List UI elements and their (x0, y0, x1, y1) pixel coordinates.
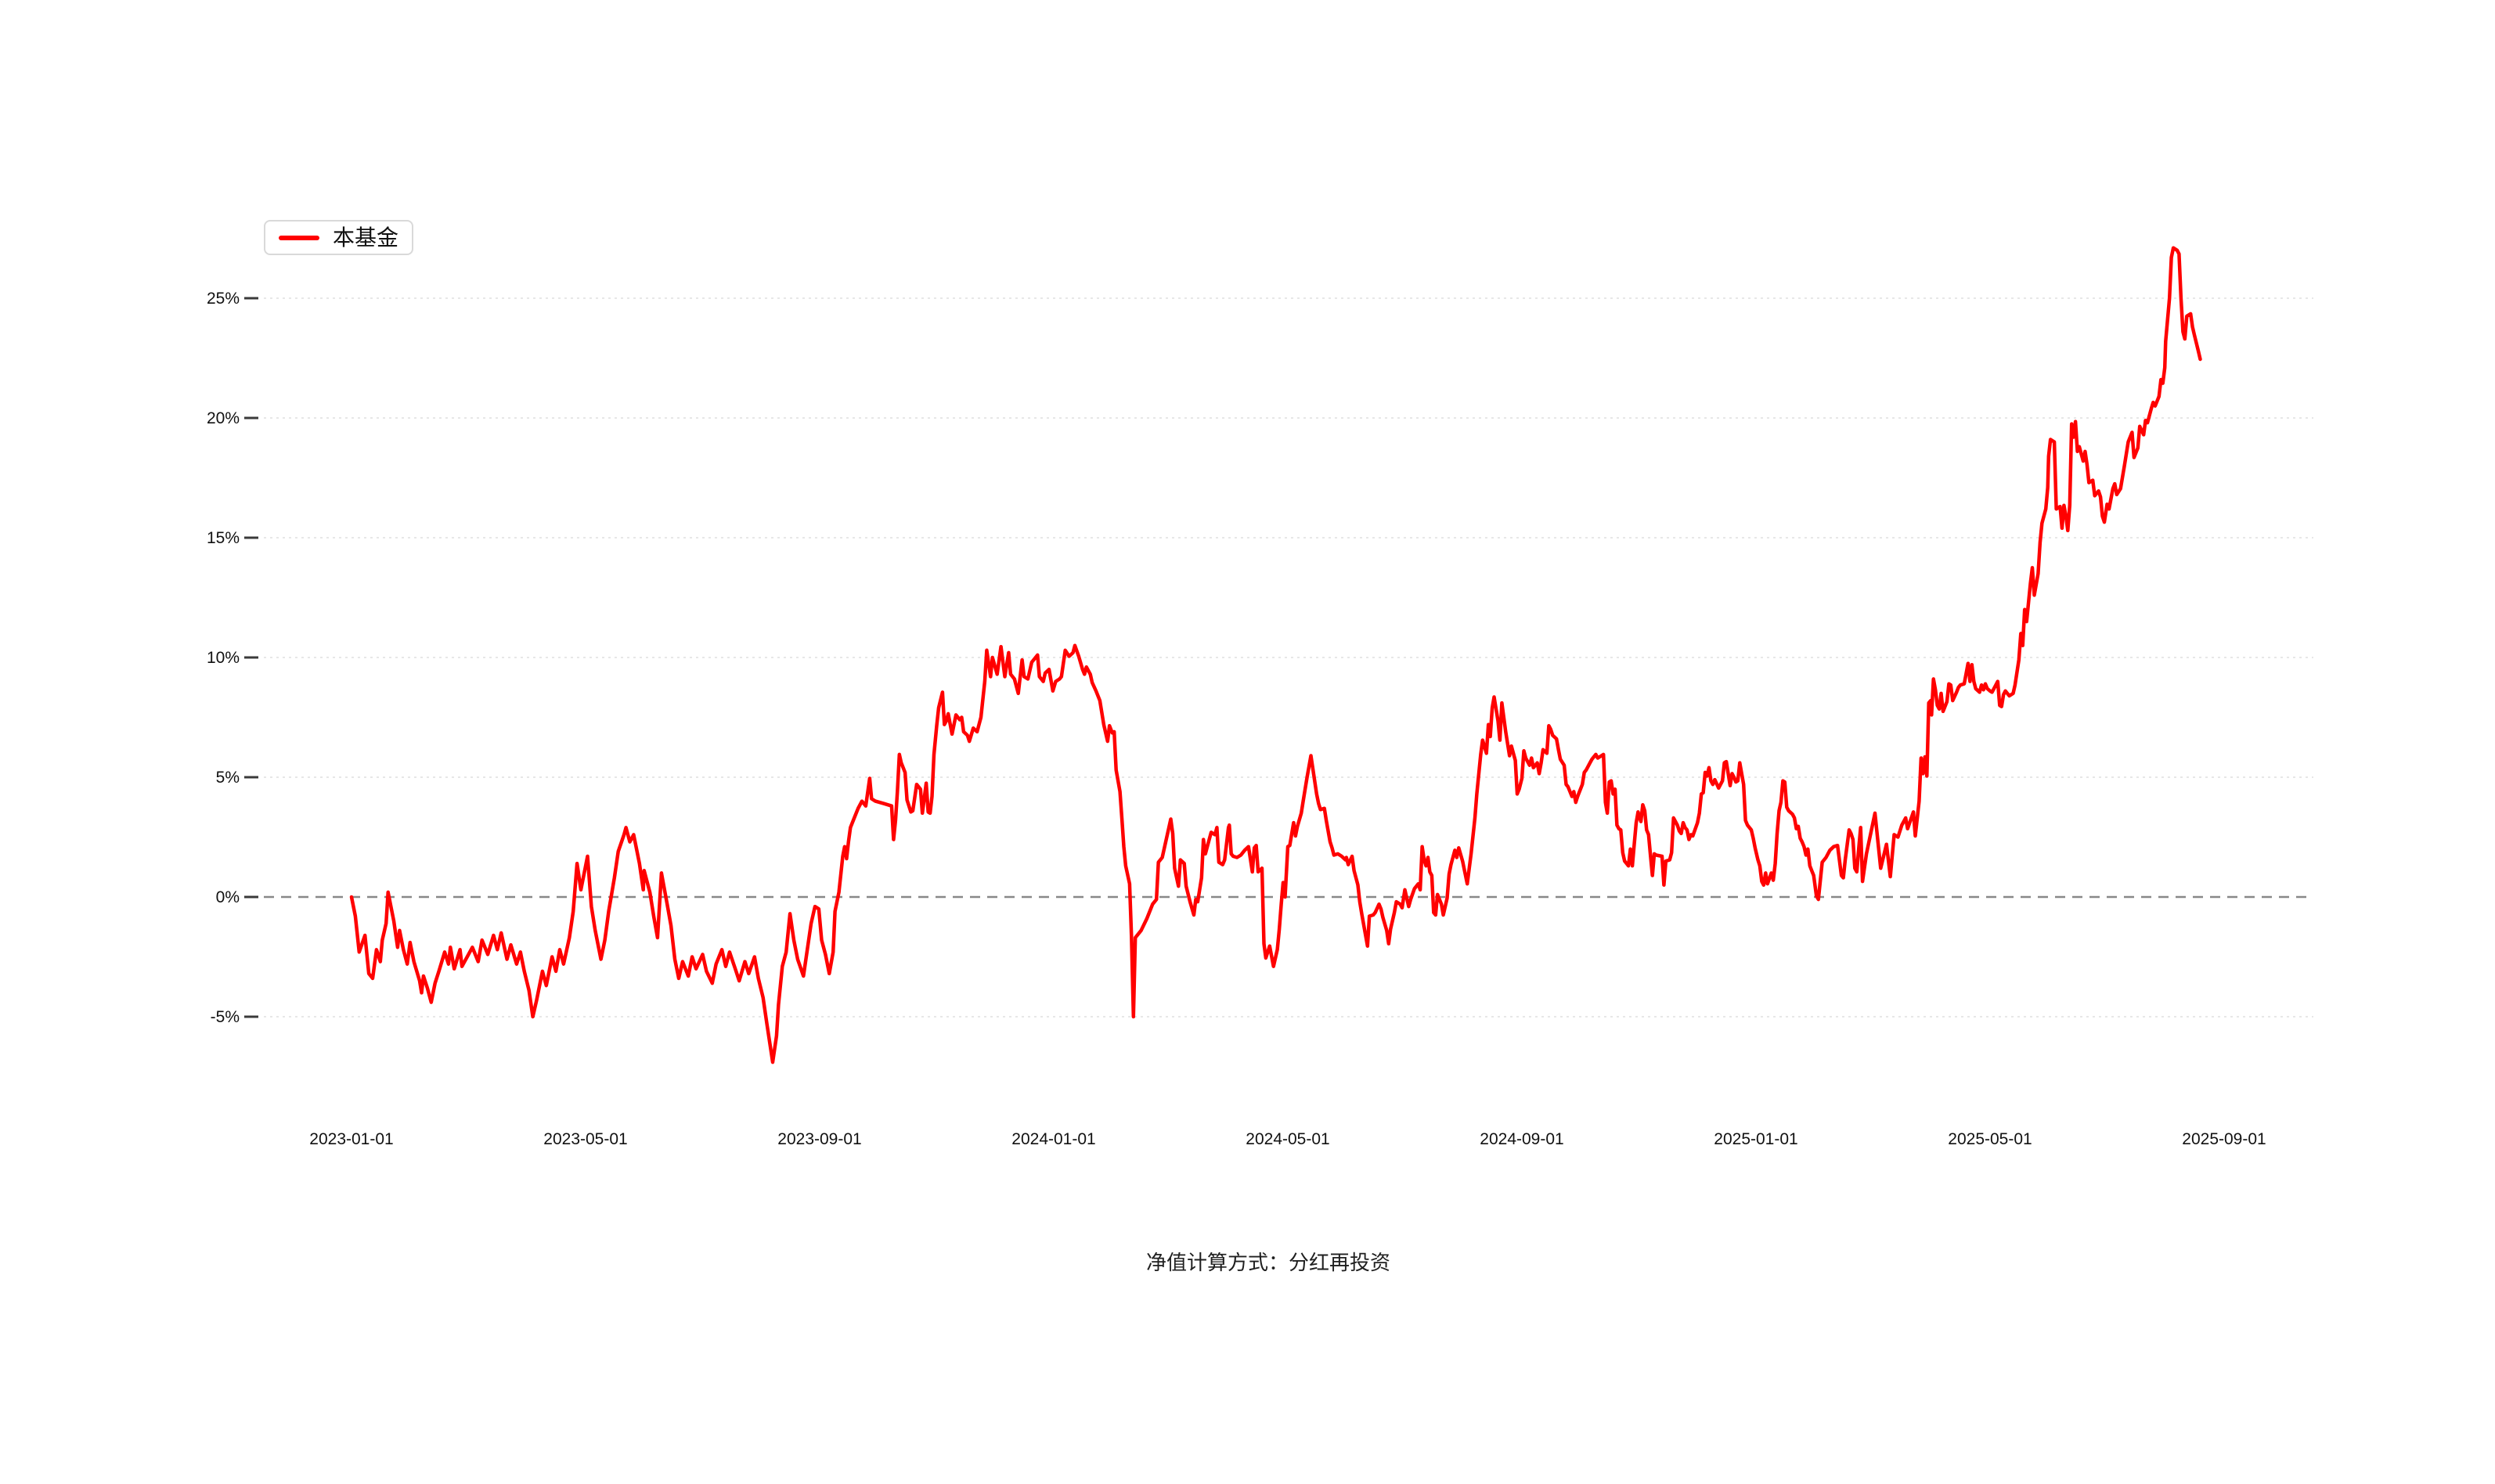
y-gridlines (264, 297, 2313, 1018)
y-tick-label: 0% (216, 888, 240, 906)
x-tick-label: 2023-09-01 (777, 1130, 861, 1148)
x-axis-labels: 2023-01-01 2023-05-01 2023-09-01 2024-01-01… (309, 1130, 2266, 1148)
legend-label: 本基金 (333, 225, 399, 250)
y-tick-label: 20% (207, 409, 240, 427)
y-tick-label: 5% (216, 769, 240, 787)
x-tick-label: 2023-05-01 (543, 1130, 627, 1148)
x-tick-label: 2025-01-01 (1714, 1130, 1797, 1148)
x-tick-label: 2024-01-01 (1011, 1130, 1095, 1148)
legend[interactable]: 本基金 (264, 220, 414, 255)
y-tick-label: 10% (207, 649, 240, 667)
y-axis-labels: 25% 20% 15% 10% 5% 0% -5% (207, 290, 240, 1026)
fund-performance-line[interactable] (349, 246, 2202, 1064)
y-tick-label: -5% (211, 1008, 240, 1026)
legend-line-swatch (279, 235, 319, 240)
x-tick-label: 2025-09-01 (2182, 1130, 2266, 1148)
x-tick-label: 2024-05-01 (1246, 1130, 1329, 1148)
y-tick-label: 25% (207, 290, 240, 308)
y-tick-label: 15% (207, 529, 240, 547)
y-axis-ticks (244, 297, 258, 1018)
x-tick-label: 2024-09-01 (1480, 1130, 1563, 1148)
x-tick-label: 2025-05-01 (1948, 1130, 2032, 1148)
x-tick-label: 2023-01-01 (309, 1130, 393, 1148)
nav-calculation-caption: 净值计算方式：分红再投资 (1145, 1251, 1390, 1274)
